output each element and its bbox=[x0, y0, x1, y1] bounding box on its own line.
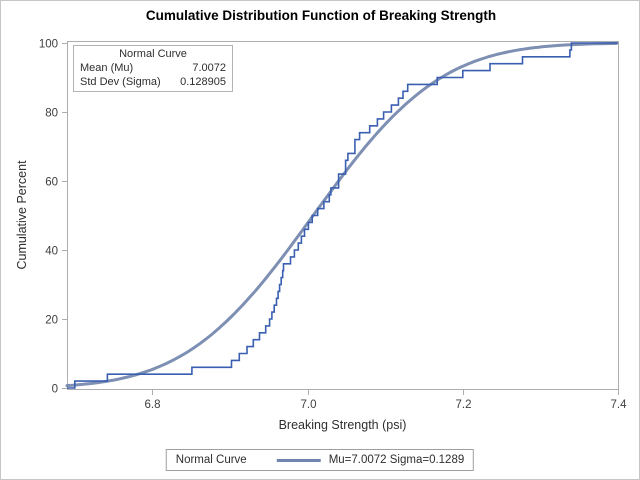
legend-parameters-label: Mu=7.0072 Sigma=0.1289 bbox=[328, 454, 465, 466]
legend-line-swatch bbox=[276, 458, 321, 462]
x-axis-title: Breaking Strength (psi) bbox=[278, 418, 407, 432]
inset-stats-box: Normal Curve Mean (Mu) 7.0072 Std Dev (S… bbox=[73, 45, 233, 92]
x-tick-label: 7.0 bbox=[301, 399, 317, 411]
x-tick-label: 7.4 bbox=[611, 399, 628, 411]
inset-row-mean: Mean (Mu) 7.0072 bbox=[80, 61, 226, 75]
y-tick-label: 80 bbox=[45, 108, 58, 120]
inset-title: Normal Curve bbox=[119, 48, 187, 60]
inset-stddev-value: 0.128905 bbox=[180, 76, 226, 88]
y-tick-label: 100 bbox=[39, 39, 58, 51]
legend-series-label: Normal Curve bbox=[175, 454, 247, 466]
ecdf-step-line bbox=[67, 42, 618, 389]
y-tick-label: 20 bbox=[45, 315, 58, 327]
normal-cdf-curve bbox=[65, 41, 618, 388]
y-tick-label: 40 bbox=[45, 246, 58, 258]
inset-stddev-label: Std Dev (Sigma) bbox=[80, 76, 161, 88]
legend: Normal Curve Mu=7.0072 Sigma=0.1289 bbox=[165, 449, 475, 471]
y-tick-label: 60 bbox=[45, 177, 58, 189]
x-tick-label: 7.2 bbox=[456, 399, 472, 411]
inset-mean-label: Mean (Mu) bbox=[80, 62, 134, 74]
inset-mean-value: 7.0072 bbox=[192, 62, 226, 74]
plot-frame bbox=[67, 41, 619, 390]
x-tick-label: 6.8 bbox=[145, 399, 161, 411]
y-axis-title: Cumulative Percent bbox=[15, 160, 29, 270]
inset-row-stddev: Std Dev (Sigma) 0.128905 bbox=[80, 75, 226, 89]
y-tick-label: 0 bbox=[52, 384, 58, 396]
chart-title: Cumulative Distribution Function of Brea… bbox=[145, 8, 497, 23]
